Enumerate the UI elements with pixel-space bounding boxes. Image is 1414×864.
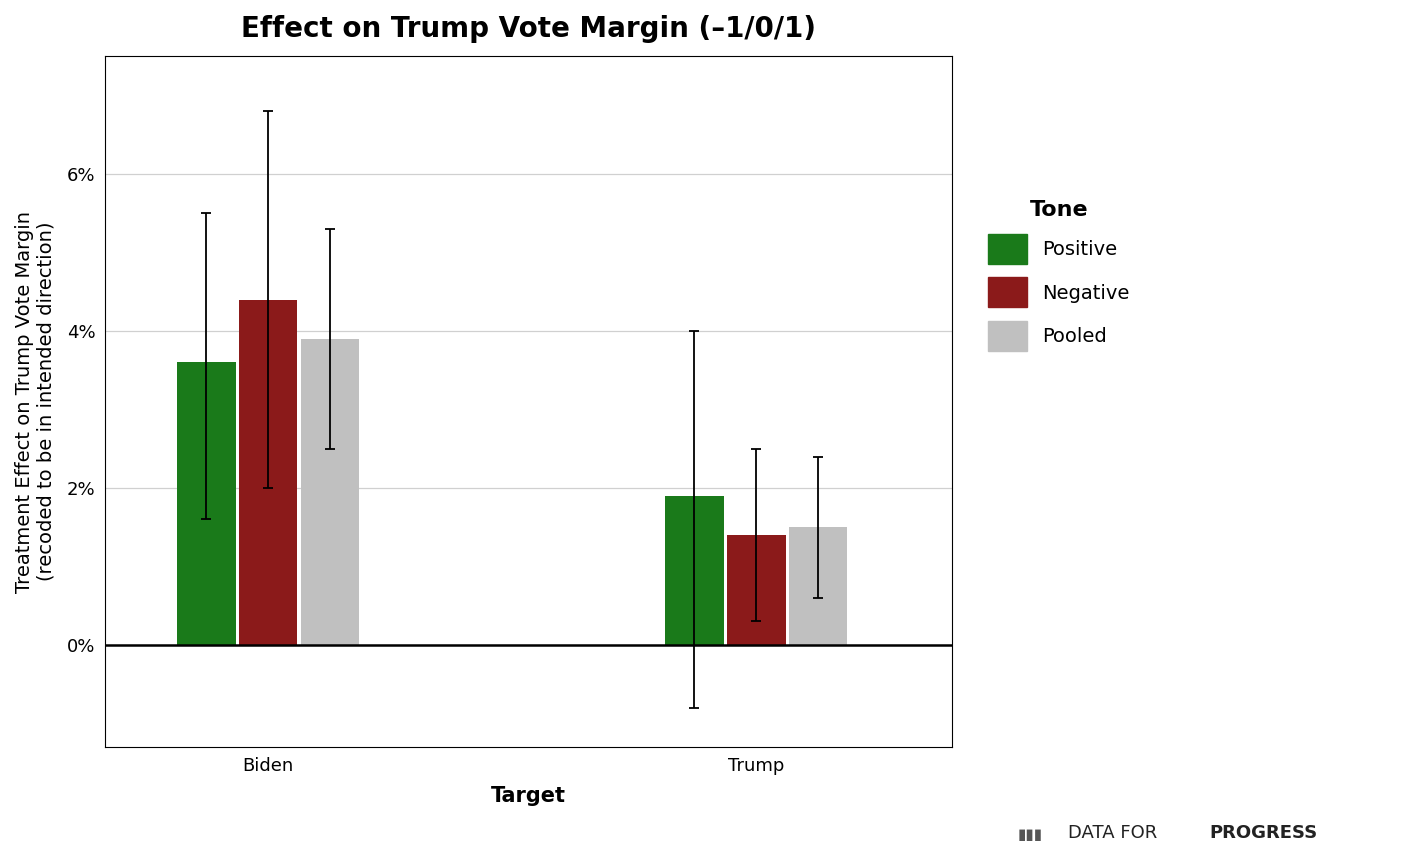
Title: Effect on Trump Vote Margin (–1/0/1): Effect on Trump Vote Margin (–1/0/1) (240, 15, 816, 43)
Bar (727, 535, 786, 645)
Text: PROGRESS: PROGRESS (1209, 824, 1318, 842)
Bar (239, 300, 297, 645)
Bar (301, 339, 359, 645)
Text: ▮▮▮: ▮▮▮ (1018, 828, 1044, 842)
Bar (665, 496, 724, 645)
Text: DATA FOR: DATA FOR (1068, 824, 1162, 842)
Bar (177, 363, 236, 645)
Legend: Positive, Negative, Pooled: Positive, Negative, Pooled (978, 190, 1140, 361)
Y-axis label: Treatment Effect on Trump Vote Margin
(recoded to be in intended direction): Treatment Effect on Trump Vote Margin (r… (16, 211, 57, 593)
Bar (789, 527, 847, 645)
X-axis label: Target: Target (491, 785, 566, 806)
